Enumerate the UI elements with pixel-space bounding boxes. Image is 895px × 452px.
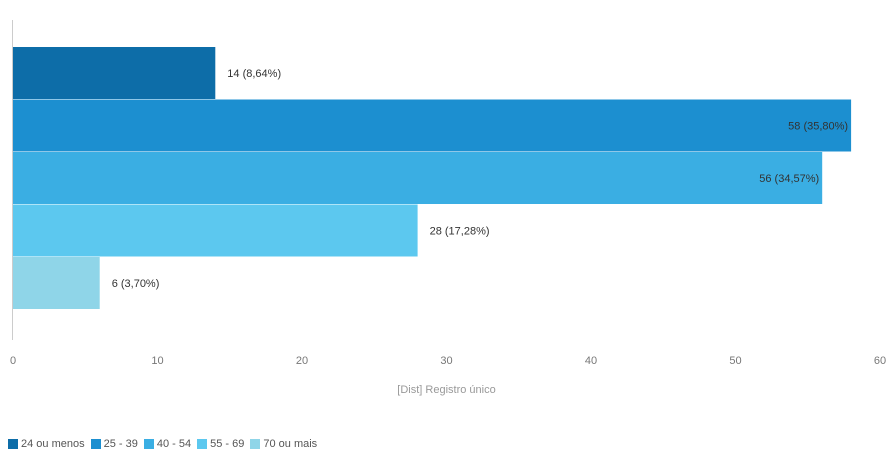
bar-chart: 14 (8,64%) 58 (35,80%) 56 (34,57%) 28 (17,2… <box>10 20 886 396</box>
data-label: 56 (34,57%) <box>759 173 819 185</box>
legend-item: 25 - 39 <box>90 438 138 450</box>
bar <box>13 152 823 204</box>
legend-swatch <box>197 439 208 449</box>
data-label: 28 (17,28%) <box>430 226 490 238</box>
legend: 24 ou menos 25 - 39 40 - 54 55 - 69 70 ou ma… <box>8 438 317 450</box>
x-tick-label: 50 <box>729 355 741 367</box>
data-label: 6 (3,70%) <box>112 278 160 290</box>
x-tick-label: 30 <box>440 355 452 367</box>
x-tick-label: 0 <box>10 355 16 367</box>
x-tick-label: 10 <box>151 355 163 367</box>
legend-swatch <box>143 439 154 449</box>
legend-item: 24 ou menos <box>8 438 85 450</box>
legend-swatch <box>250 439 261 449</box>
legend-item: 40 - 54 <box>143 438 192 450</box>
legend-label: 24 ou menos <box>21 438 85 450</box>
x-tick-label: 60 <box>874 355 886 367</box>
x-tick-label: 40 <box>585 355 597 367</box>
bar <box>13 257 100 309</box>
legend-label: 40 - 54 <box>156 438 192 450</box>
bar <box>13 47 216 99</box>
legend-label: 25 - 39 <box>103 438 138 450</box>
bar <box>13 204 418 257</box>
legend-label: 55 - 69 <box>210 438 245 450</box>
legend-item: 70 ou mais <box>250 438 317 450</box>
legend-item: 55 - 69 <box>197 438 244 450</box>
bar <box>13 99 852 152</box>
legend-label: 70 ou mais <box>263 438 318 450</box>
legend-swatch <box>8 439 18 449</box>
data-label: 58 (35,80%) <box>788 121 848 133</box>
data-label: 14 (8,64%) <box>227 68 281 80</box>
legend-swatch <box>90 439 101 449</box>
x-axis-label: [Dist] Registro único <box>397 384 495 396</box>
x-tick-label: 20 <box>296 355 308 367</box>
